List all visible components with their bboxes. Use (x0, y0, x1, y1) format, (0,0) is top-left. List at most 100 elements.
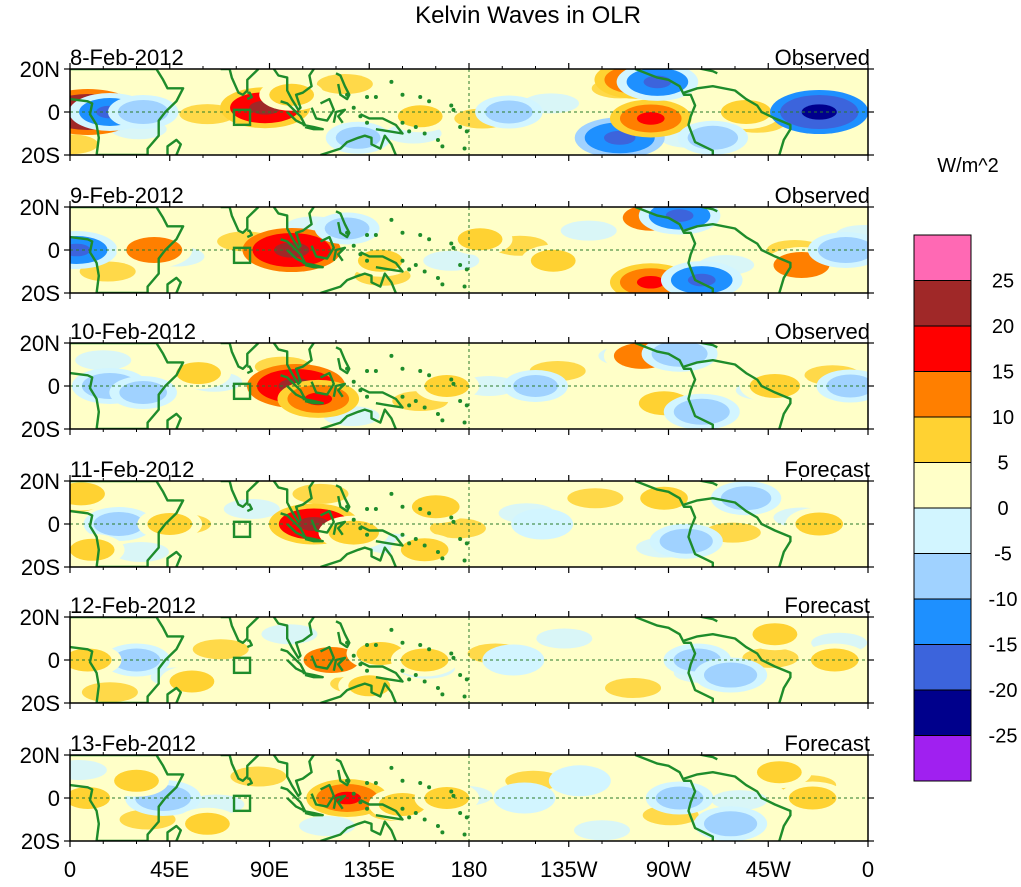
anomaly-band (70, 134, 98, 155)
island (400, 394, 405, 399)
island (440, 556, 445, 561)
coastline (272, 481, 315, 524)
island (449, 103, 454, 108)
island (365, 258, 370, 263)
anomaly-band (299, 815, 356, 836)
island (351, 517, 356, 522)
anomaly-cell (673, 398, 730, 425)
island (358, 800, 363, 805)
coastline (332, 656, 347, 672)
island (464, 403, 469, 408)
anomaly-band (192, 639, 249, 660)
panel-6: 20N 0 20S 13-Feb-2012 Forecast (20, 731, 874, 854)
panel-date: 9-Feb-2012 (70, 183, 184, 208)
coastline (246, 91, 253, 101)
anomaly-band (292, 483, 349, 504)
island (418, 232, 423, 237)
panel-3: 20N 0 20S 10-Feb-2012 Observed (20, 319, 874, 442)
colorbar-label: 5 (997, 453, 1008, 475)
coastline (246, 639, 253, 649)
coastline (220, 343, 260, 370)
anomaly-core (70, 243, 91, 257)
coastline (320, 682, 397, 703)
x-tick-label: 135W (540, 857, 598, 882)
anomaly-cell (424, 375, 470, 397)
anomaly-cell (513, 375, 558, 397)
x-tick-label: 180 (451, 857, 488, 882)
panel-status: Forecast (784, 457, 870, 482)
island (440, 830, 445, 835)
island (462, 832, 467, 837)
coastline (220, 69, 260, 96)
colorbar-label: 10 (992, 407, 1014, 429)
island (407, 677, 412, 682)
anomaly-cell (400, 538, 449, 562)
island (462, 284, 467, 289)
region-box (232, 520, 252, 539)
anomaly-cell (169, 670, 215, 693)
coastline (272, 755, 315, 798)
coastlines (70, 343, 792, 429)
island (464, 541, 469, 546)
y-tick-label: 0 (48, 512, 60, 537)
coastline (697, 481, 718, 487)
coastline (332, 382, 347, 398)
coastline (683, 771, 792, 841)
island (400, 640, 405, 645)
anomaly-cell (492, 649, 535, 671)
coastline (166, 824, 182, 841)
island (435, 823, 440, 828)
island (435, 685, 440, 690)
coastline (359, 251, 404, 273)
coastlines (70, 207, 792, 293)
island (413, 399, 418, 404)
island (407, 541, 412, 546)
colorbar-label: -10 (989, 589, 1018, 611)
coastline (359, 387, 404, 409)
panel-date: 11-Feb-2012 (70, 457, 194, 482)
island (358, 388, 363, 393)
panel-status: Observed (775, 183, 870, 208)
island (365, 668, 370, 673)
coastline (335, 346, 351, 375)
colorbar-label: -5 (994, 544, 1012, 566)
anomaly-cell (756, 761, 802, 784)
coastline (302, 123, 324, 131)
panel-date: 12-Feb-2012 (70, 593, 196, 618)
coastline (683, 85, 792, 155)
island (422, 543, 427, 548)
x-tick-label: 0 (64, 857, 76, 882)
anomaly-cell (70, 482, 105, 506)
coastline (697, 617, 718, 623)
island (365, 780, 370, 785)
anomaly-cell (70, 538, 115, 561)
y-tick-label: 0 (48, 786, 60, 811)
coastline (310, 235, 335, 260)
anomaly-cell (176, 362, 221, 385)
island (400, 532, 405, 537)
anomaly-cell (752, 623, 798, 646)
island (440, 282, 445, 287)
coastline (272, 69, 315, 111)
anomaly-band (560, 220, 617, 241)
island (365, 120, 370, 125)
anomaly-core (636, 112, 665, 125)
island (440, 144, 445, 149)
island (451, 107, 456, 112)
colorbar-swatch (913, 553, 972, 600)
panel-status: Forecast (784, 593, 870, 618)
coastline (220, 617, 260, 644)
anomaly-band (429, 518, 486, 539)
anomaly-cell (185, 812, 230, 835)
coastline (697, 343, 718, 349)
region-box (232, 382, 252, 401)
coastline (634, 69, 714, 155)
coastline (320, 134, 397, 155)
y-tick-label: 20N (20, 195, 60, 220)
island (345, 778, 350, 783)
island (358, 252, 363, 257)
island (464, 129, 469, 134)
coastline (634, 481, 714, 567)
island (345, 640, 350, 645)
anomaly-cell (720, 486, 772, 511)
